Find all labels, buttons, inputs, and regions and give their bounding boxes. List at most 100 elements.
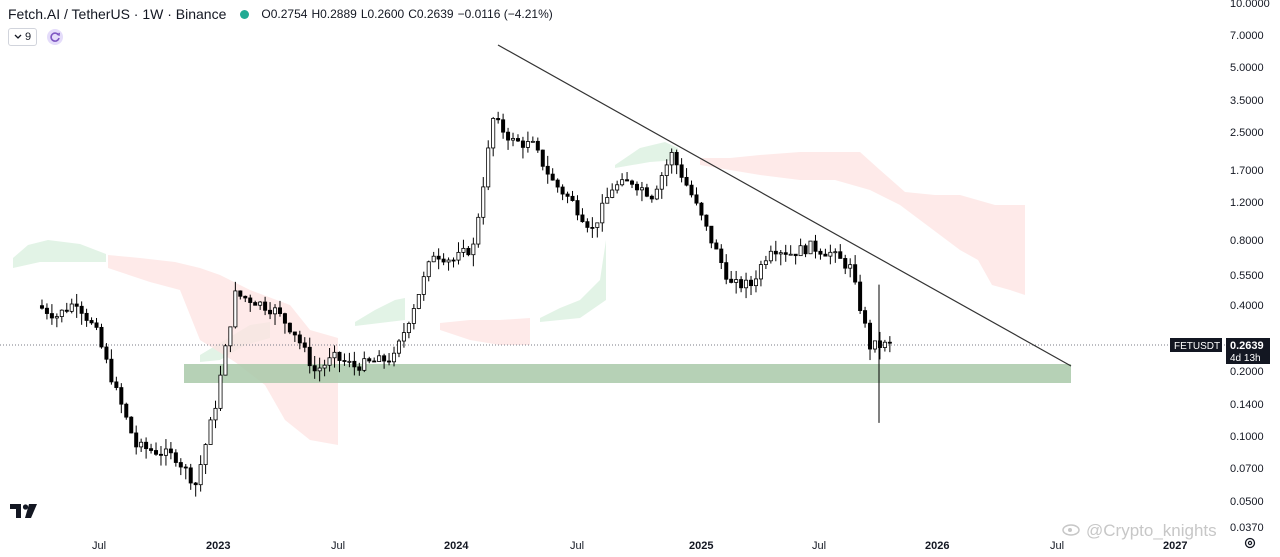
price-tag bbox=[1226, 338, 1270, 364]
candle-body bbox=[471, 243, 476, 256]
candle-body bbox=[833, 251, 838, 254]
candle-body bbox=[615, 184, 620, 191]
high-value: H0.2889 bbox=[311, 7, 357, 21]
candle-body bbox=[664, 164, 669, 176]
candles-group bbox=[39, 111, 892, 497]
descending-trendline[interactable] bbox=[497, 44, 1072, 367]
candle-body bbox=[362, 358, 367, 371]
candle-body bbox=[793, 253, 798, 257]
price-tag-countdown: 4d 13h bbox=[1230, 353, 1261, 364]
candle-body bbox=[44, 307, 49, 314]
candle-body bbox=[620, 179, 625, 186]
candle-body bbox=[758, 264, 763, 280]
candle-body bbox=[322, 364, 327, 369]
chart-legend[interactable]: Fetch.AI / TetherUS · 1W · Binance O0.27… bbox=[8, 4, 553, 24]
x-tick-label: Jul bbox=[812, 540, 826, 552]
candle-body bbox=[421, 276, 426, 295]
candle-body bbox=[590, 227, 595, 229]
y-tick-label: 0.1400 bbox=[1230, 399, 1264, 411]
candle-body bbox=[877, 340, 882, 348]
candle-body bbox=[749, 279, 754, 287]
price-axis[interactable]: 10.0000 7.0000 5.0000 3.5000 2.5000 1.70… bbox=[1170, 0, 1270, 534]
candle-body bbox=[372, 360, 377, 363]
candle-body bbox=[649, 195, 654, 200]
candle-body bbox=[317, 367, 322, 372]
candle-body bbox=[178, 462, 183, 468]
candle-body bbox=[659, 175, 664, 190]
candle-body bbox=[149, 448, 154, 451]
candle-body bbox=[144, 441, 149, 450]
candle-body bbox=[79, 305, 84, 314]
candle-body bbox=[307, 346, 312, 367]
x-tick-label: Jul bbox=[1050, 540, 1064, 552]
sync-icon[interactable] bbox=[47, 29, 64, 45]
support-zone[interactable] bbox=[184, 364, 1071, 383]
candle-body bbox=[69, 303, 74, 312]
y-tick-label: 0.2000 bbox=[1230, 366, 1264, 378]
gear-icon[interactable] bbox=[1243, 536, 1257, 555]
candle-body bbox=[352, 360, 357, 368]
candle-body bbox=[634, 183, 639, 191]
x-tick-label: 2024 bbox=[444, 540, 469, 552]
x-tick-label: Jul bbox=[570, 540, 584, 552]
candle-body bbox=[630, 180, 635, 185]
candle-body bbox=[848, 264, 853, 269]
symbol-title[interactable]: Fetch.AI / TetherUS · 1W · Binance bbox=[8, 6, 227, 22]
candle-body bbox=[763, 260, 768, 265]
candle-body bbox=[273, 307, 278, 315]
ticker-tag-label: FETUSDT bbox=[1174, 341, 1220, 352]
candle-body bbox=[282, 313, 287, 324]
candle-body bbox=[64, 309, 69, 312]
candle-body bbox=[813, 240, 818, 252]
candle-body bbox=[540, 149, 545, 167]
candle-body bbox=[674, 152, 679, 166]
close-value: C0.2639 bbox=[408, 7, 454, 21]
candle-body bbox=[605, 197, 610, 204]
candle-body bbox=[530, 140, 535, 143]
candle-body bbox=[441, 258, 446, 263]
candle-body bbox=[208, 419, 213, 445]
y-tick-label: 0.0370 bbox=[1230, 522, 1264, 534]
candle-body bbox=[575, 200, 580, 216]
indicators-collapse-button[interactable]: 9 bbox=[8, 28, 38, 46]
watermark-text: @Crypto_knights bbox=[1086, 520, 1217, 540]
candle-body bbox=[193, 482, 198, 486]
candle-body bbox=[580, 214, 585, 223]
candle-body bbox=[535, 140, 540, 151]
candle-body bbox=[744, 279, 749, 289]
chevron-down-icon bbox=[14, 34, 22, 39]
candle-body bbox=[773, 250, 778, 255]
candle-body bbox=[377, 355, 382, 362]
candle-body bbox=[729, 278, 734, 283]
candle-body bbox=[406, 323, 411, 334]
candle-body bbox=[853, 264, 858, 283]
y-tick-label: 2.5000 bbox=[1230, 127, 1264, 139]
candle-body bbox=[858, 281, 863, 311]
candle-body bbox=[392, 352, 397, 363]
watermark: @Crypto_knights bbox=[1062, 520, 1217, 541]
candle-body bbox=[555, 179, 560, 188]
candle-body bbox=[496, 118, 501, 121]
candle-body bbox=[699, 202, 704, 216]
candle-body bbox=[436, 255, 441, 260]
low-value: L0.2600 bbox=[360, 7, 405, 21]
y-tick-label: 5.0000 bbox=[1230, 62, 1264, 74]
time-axis[interactable]: Jul 2023 Jul 2024 Jul 2025 Jul 2026 Jul … bbox=[92, 540, 1187, 552]
kumo-bull-1 bbox=[13, 240, 106, 268]
x-tick-label: 2026 bbox=[925, 540, 949, 552]
kumo-bull-3 bbox=[355, 298, 405, 326]
candle-body bbox=[129, 416, 134, 434]
ohlc-values: O0.2754 H0.2889 L0.2600 C0.2639 −0.0116 … bbox=[261, 7, 552, 21]
candle-body bbox=[625, 179, 630, 182]
candle-body bbox=[357, 366, 362, 371]
candle-body bbox=[719, 248, 724, 264]
candle-body bbox=[287, 322, 292, 333]
candle-body bbox=[461, 247, 466, 253]
candle-body bbox=[704, 214, 709, 227]
candle-body bbox=[446, 259, 451, 263]
candle-body bbox=[724, 262, 729, 280]
candle-body bbox=[882, 341, 887, 348]
y-tick-label: 0.8000 bbox=[1230, 235, 1264, 247]
candle-body bbox=[342, 360, 347, 362]
